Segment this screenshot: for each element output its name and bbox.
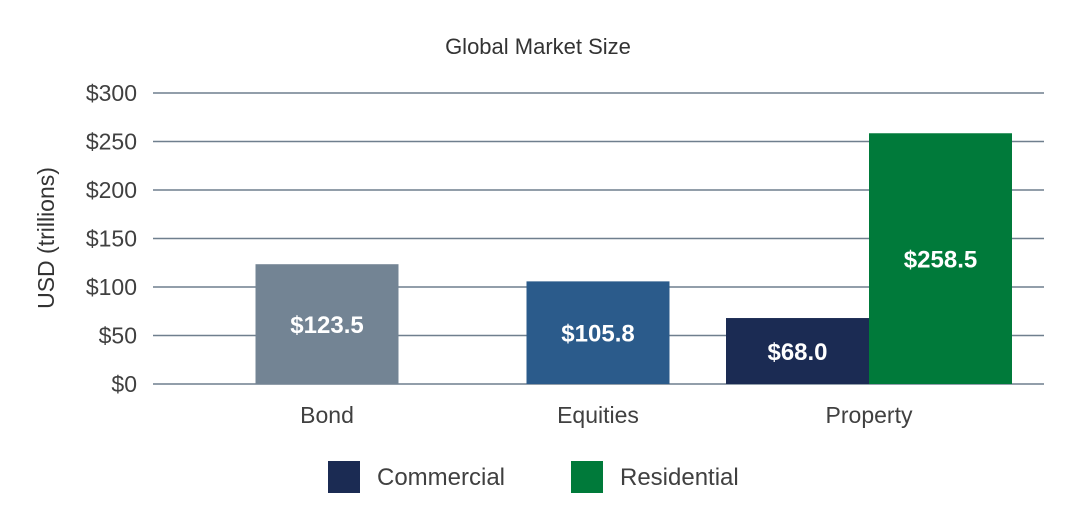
- legend-swatch-residential: [571, 461, 603, 493]
- legend: Commercial Residential: [328, 461, 739, 493]
- data-labels: $123.5 $105.8 $68.0 $258.5: [290, 247, 977, 366]
- data-label-bond: $123.5: [290, 312, 363, 339]
- bar-residential: [869, 133, 1012, 384]
- y-tick-label: $0: [111, 371, 137, 397]
- data-label-commercial: $68.0: [767, 339, 827, 366]
- bar-commercial: [726, 318, 869, 384]
- y-tick-label: $250: [86, 129, 137, 155]
- x-axis-ticks: Bond Equities Property: [300, 402, 913, 428]
- data-label-residential: $258.5: [904, 247, 977, 274]
- chart-title: Global Market Size: [445, 34, 631, 59]
- y-axis-title: USD (trillions): [33, 167, 59, 309]
- y-tick-label: $100: [86, 274, 137, 300]
- data-label-equities: $105.8: [561, 321, 634, 348]
- y-tick-label: $200: [86, 177, 137, 203]
- legend-swatch-commercial: [328, 461, 360, 493]
- bars: [255, 133, 1012, 384]
- legend-label-commercial: Commercial: [377, 464, 505, 491]
- x-tick-label-bond: Bond: [300, 402, 354, 428]
- bar-equities: [526, 281, 670, 384]
- y-tick-label: $150: [86, 226, 137, 252]
- x-tick-label-equities: Equities: [557, 402, 639, 428]
- y-axis-ticks: $0 $50 $100 $150 $200 $250 $300: [86, 80, 137, 397]
- legend-label-residential: Residential: [620, 464, 739, 491]
- bar-bond: [255, 264, 399, 384]
- y-tick-label: $50: [99, 323, 137, 349]
- x-tick-label-property: Property: [826, 402, 913, 428]
- y-tick-label: $300: [86, 80, 137, 106]
